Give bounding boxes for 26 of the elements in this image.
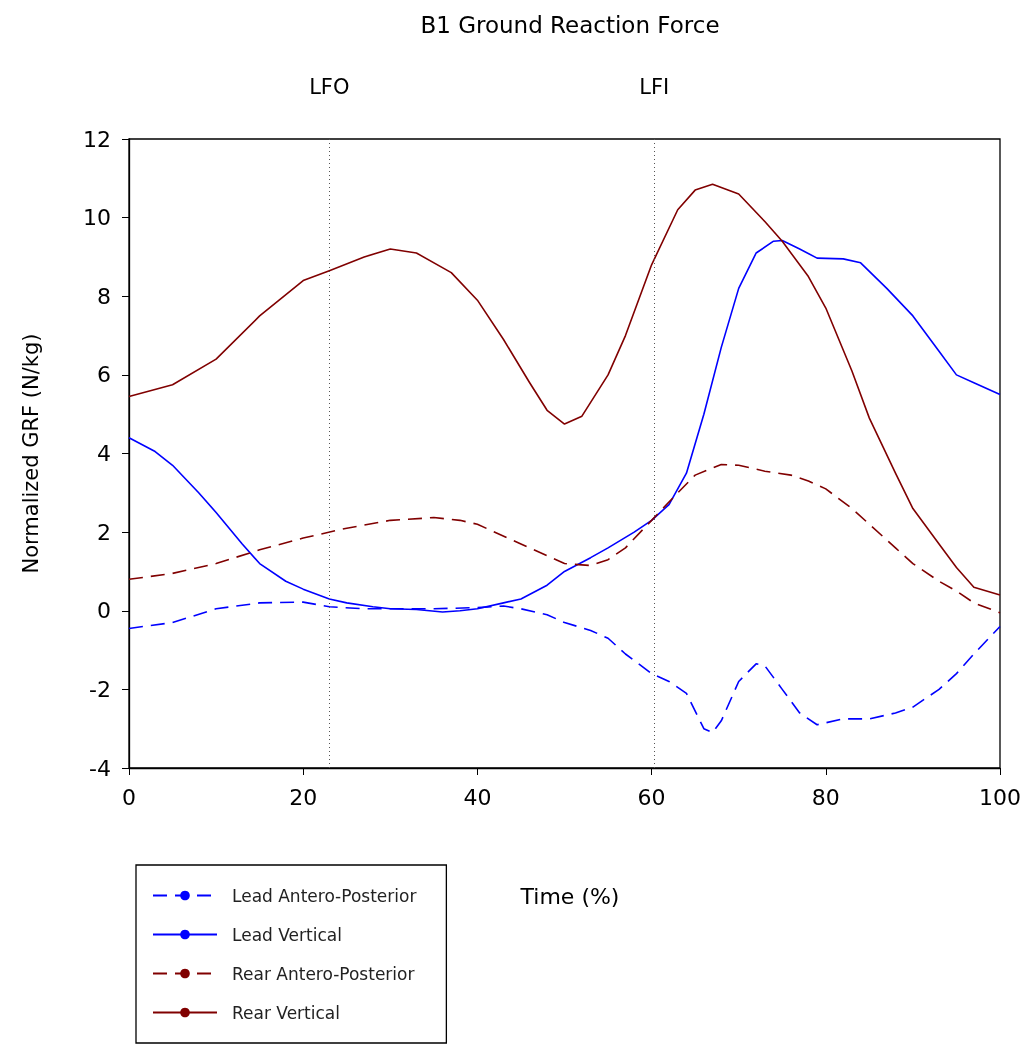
ref-line-label: LFI [639,74,670,99]
x-tick-label: 60 [637,784,666,810]
x-tick-label: 80 [811,784,840,810]
x-tick-label: 100 [979,784,1021,810]
y-tick-label: 12 [83,126,111,152]
line-series [128,463,1001,614]
legend-label: Lead Vertical [232,924,342,945]
y-tick-label: 0 [97,598,111,624]
y-axis-title: Normalized GRF (N/kg) [18,333,43,574]
legend-label: Rear Vertical [232,1002,340,1023]
ref-line-label: LFO [309,74,350,99]
legend-label: Rear Antero-Posterior [232,963,415,984]
legend-label: Lead Antero-Posterior [232,885,417,906]
y-tick-label: -4 [89,755,111,781]
x-tick-label: 20 [289,784,318,810]
x-axis-title: Time (%) [519,883,620,909]
y-tick-label: -2 [89,676,111,702]
x-tick-label: 40 [463,784,492,810]
y-tick-label: 4 [97,441,111,466]
x-tick-label: 0 [122,784,136,810]
y-tick-label: 2 [97,519,111,545]
y-tick-label: 8 [97,283,111,309]
line-series [128,183,1001,596]
y-tick-label: 10 [83,205,111,231]
chart-title: B1 Ground Reaction Force [420,11,720,38]
y-tick-label: 6 [97,362,111,388]
